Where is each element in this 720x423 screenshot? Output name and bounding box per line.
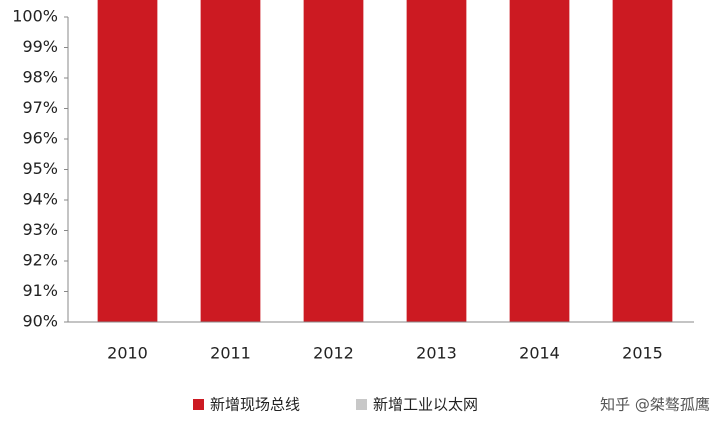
y-tick-label: 93%	[22, 220, 58, 239]
watermark: 知乎 @桀骜孤鹰	[600, 396, 710, 414]
legend-swatch	[356, 399, 367, 410]
x-tick-label: 2015	[622, 344, 663, 363]
y-tick-label: 91%	[22, 281, 58, 300]
bar-segment	[200, 0, 261, 322]
x-tick-label: 2014	[519, 344, 560, 363]
bar-segment	[97, 0, 158, 322]
legend-label: 新增现场总线	[210, 396, 300, 414]
legend-swatch	[193, 399, 204, 410]
y-tick-label: 98%	[22, 68, 58, 87]
y-tick-label: 99%	[22, 37, 58, 56]
y-tick-label: 94%	[22, 190, 58, 209]
x-tick-label: 2013	[416, 344, 457, 363]
bar-segment	[406, 0, 467, 322]
y-tick-label: 90%	[22, 312, 58, 331]
x-tick-label: 2012	[313, 344, 354, 363]
y-tick-label: 96%	[22, 129, 58, 148]
y-tick-label: 95%	[22, 159, 58, 178]
x-tick-label: 2010	[107, 344, 148, 363]
bar-segment	[303, 0, 364, 322]
y-tick-label: 97%	[22, 98, 58, 117]
y-tick-label: 92%	[22, 251, 58, 270]
y-tick-label: 100%	[12, 7, 58, 26]
x-tick-label: 2011	[210, 344, 251, 363]
bar-segment	[509, 0, 570, 322]
legend-label: 新增工业以太网	[373, 396, 478, 414]
bar-segment	[612, 0, 673, 322]
